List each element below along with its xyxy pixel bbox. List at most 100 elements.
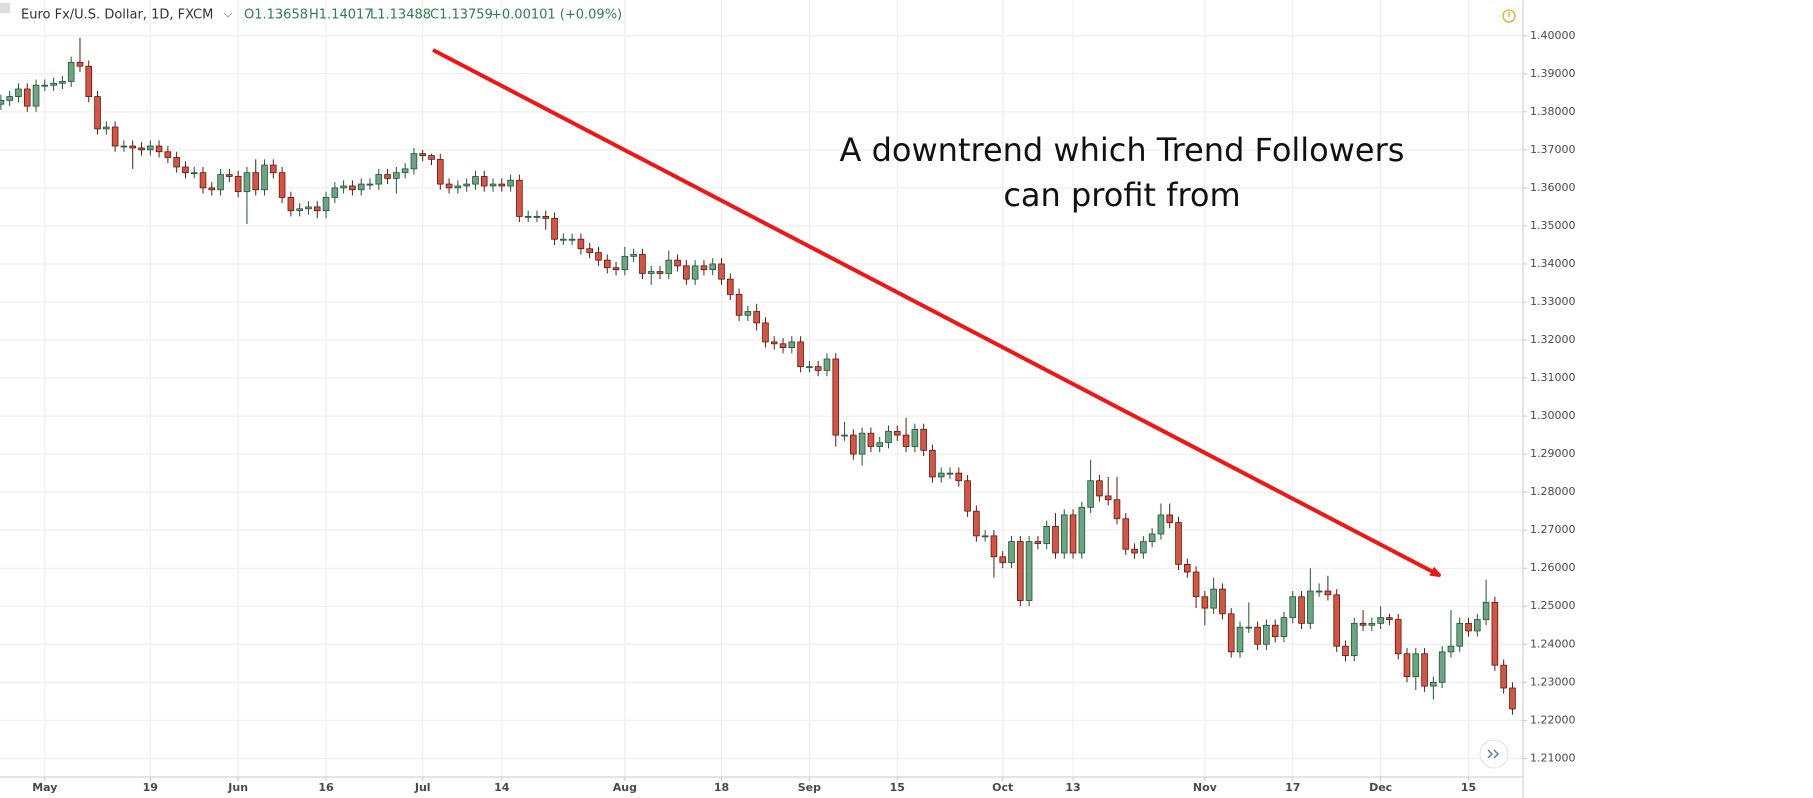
candle-body (41, 84, 49, 87)
candle-body (823, 358, 831, 371)
candle-body (401, 168, 409, 174)
candle-body (463, 183, 470, 187)
symbol-title[interactable]: Euro Fx/U.S. Dollar, 1D, FXCM (21, 8, 213, 23)
y-tick-label: 1.38000 (1530, 105, 1576, 118)
candle-body (59, 80, 66, 84)
candle-body (419, 153, 427, 156)
candle-body (1359, 622, 1367, 626)
candle-body (1394, 619, 1402, 655)
annotation-line: can profit from (1003, 176, 1240, 214)
symbol-dropdown[interactable] (223, 12, 233, 18)
candle-body (1438, 651, 1446, 683)
candle-body (744, 311, 752, 316)
y-tick-label: 1.28000 (1530, 485, 1576, 498)
candle-body (1403, 653, 1411, 677)
ohlc-close: C1.13759 (430, 8, 493, 23)
candle-body (32, 84, 40, 107)
candle-body (937, 472, 945, 478)
candle-body (375, 174, 383, 185)
y-tick-label: 1.29000 (1530, 447, 1576, 460)
candle-body (94, 96, 101, 130)
candle-body (841, 434, 848, 437)
candle-body (164, 151, 172, 158)
candle-body (1113, 499, 1121, 520)
candle-body (1368, 622, 1376, 626)
candle-body (252, 172, 260, 191)
candle-body (1500, 664, 1507, 689)
candle-body (287, 196, 295, 212)
candle-body (1157, 514, 1165, 535)
candle-body (1236, 626, 1244, 653)
grid (0, 0, 1523, 777)
ohlc-low: L1.13488 (370, 8, 431, 23)
candle-body (709, 263, 717, 271)
alert-icon[interactable] (1502, 9, 1516, 23)
candle-body (639, 254, 646, 274)
candle-body (217, 174, 224, 191)
candle-body (199, 172, 207, 189)
candle-body (1421, 653, 1428, 687)
candle-body (516, 179, 523, 217)
y-tick-label: 1.25000 (1530, 599, 1576, 612)
candle-body (560, 238, 567, 241)
x-tick-label: Aug (613, 781, 637, 794)
candle-body (129, 145, 137, 149)
x-tick-label: May (32, 781, 57, 794)
y-tick-label: 1.30000 (1530, 409, 1576, 422)
candle-body (331, 187, 339, 198)
candle-body (489, 183, 497, 187)
candle-body (542, 216, 550, 219)
y-tick-label: 1.34000 (1530, 257, 1576, 270)
candle-body (1060, 514, 1068, 554)
candle-body (1491, 602, 1499, 666)
candle-body (1307, 590, 1314, 624)
annotation-line: A downtrend which Trend Followers (840, 131, 1405, 169)
candle-body (1315, 590, 1323, 593)
symbol-icon (0, 3, 10, 13)
candle-body (278, 172, 286, 198)
candle-body (1096, 480, 1103, 497)
candle-body (647, 271, 655, 274)
candle-body (340, 185, 347, 189)
candle-body (700, 265, 708, 271)
candle-body (656, 271, 664, 274)
candle-body (1430, 681, 1437, 687)
y-tick-label: 1.24000 (1530, 637, 1576, 650)
candle-body (436, 158, 444, 185)
y-tick-label: 1.39000 (1530, 67, 1576, 80)
candle-body (524, 216, 532, 218)
candle-body (779, 343, 787, 349)
candle-body (762, 322, 769, 343)
scroll-button[interactable] (1479, 739, 1509, 769)
candle-body (1263, 624, 1270, 645)
candle-body (1183, 563, 1191, 573)
candle-body (1245, 626, 1253, 629)
ohlc-change: +0.00101 (+0.09%) (491, 8, 622, 23)
candle-body (76, 61, 84, 67)
candle-body (1175, 522, 1182, 565)
candle-body (1148, 533, 1156, 542)
x-tick-label: Sep (798, 781, 821, 794)
candle-body (753, 311, 760, 324)
ohlc-high: H1.14017 (309, 8, 373, 23)
candle-body (806, 366, 813, 369)
axes: 1.40000 1.39000 1.38000 1.37000 1.36000 1.350… (32, 29, 1575, 794)
trend-arrow (432, 48, 1437, 574)
x-tick-label: 15 (1461, 781, 1476, 794)
candle-body (428, 155, 435, 160)
candle-body (1017, 541, 1024, 601)
candle-body (111, 126, 119, 147)
y-tick-label: 1.31000 (1530, 371, 1576, 384)
candle-body (867, 432, 875, 447)
candle-body (0, 100, 5, 105)
candle-body (50, 82, 57, 86)
candle-body (270, 164, 277, 174)
candle-body (691, 265, 699, 280)
candle-body (393, 172, 400, 179)
candle-body (1509, 687, 1516, 710)
candle-body (1386, 617, 1393, 620)
candle-body (190, 172, 198, 175)
x-tick-label: 14 (494, 781, 510, 794)
candle-body (1043, 525, 1050, 544)
candle-body (603, 259, 611, 269)
